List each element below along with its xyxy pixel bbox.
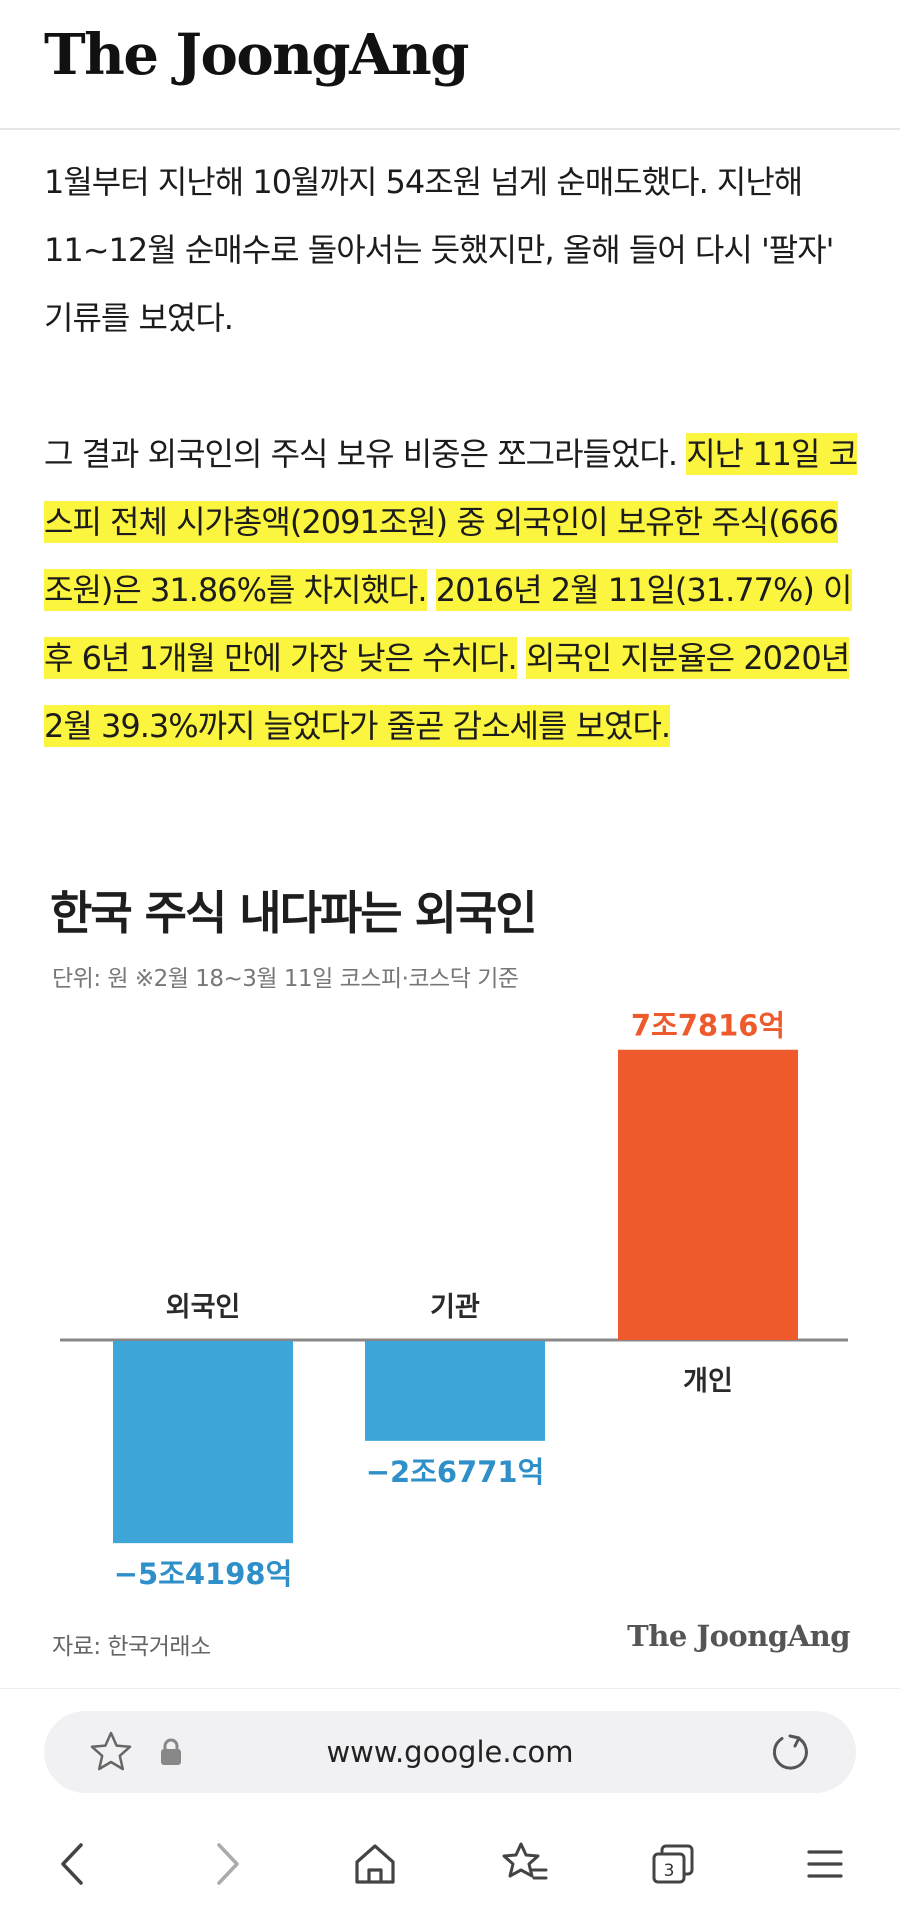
article-paragraph-1: 1월부터 지난해 10월까지 54조원 넘게 순매도했다. 지난해 11~12월… [44, 163, 834, 337]
chart-graphic: 한국 주식 내다파는 외국인 단위: 원 ※2월 18~3월 11일 코스피·코… [0, 855, 900, 1660]
forward-button[interactable] [182, 1819, 272, 1909]
article-body: 1월부터 지난해 10월까지 54조원 넘게 순매도했다. 지난해 11~12월… [44, 148, 864, 760]
chart-bar-0 [113, 1341, 293, 1544]
chart-title: 한국 주식 내다파는 외국인 [50, 886, 538, 940]
paragraph-text: 그 결과 외국인의 주식 보유 비중은 쪼그라들었다. [44, 435, 687, 473]
chart-credit: The JoongAng [627, 1619, 850, 1653]
tab-count: 3 [664, 1861, 675, 1881]
back-button[interactable] [28, 1819, 118, 1909]
home-button[interactable] [330, 1819, 420, 1909]
chart-category-label-1: 기관 [430, 1292, 480, 1323]
chart-value-label-2: 7조7816억 [631, 1009, 785, 1043]
chart-category-label-2: 개인 [683, 1366, 733, 1397]
bookmarks-button[interactable] [480, 1819, 570, 1909]
article-paragraph-2: 그 결과 외국인의 주식 보유 비중은 쪼그라들었다. 지난 11일 코스피 전… [44, 420, 864, 760]
site-logo[interactable]: The JoongAng [44, 22, 469, 88]
chart-subtitle: 단위: 원 ※2월 18~3월 11일 코스피·코스닥 기준 [52, 966, 519, 992]
chart-bar-1 [365, 1341, 545, 1441]
chart-bar-2 [618, 1049, 798, 1340]
site-header: The JoongAng [0, 0, 900, 130]
paragraph-gap [44, 352, 864, 420]
reload-icon[interactable] [768, 1729, 814, 1775]
chart-source: 자료: 한국거래소 [52, 1634, 211, 1660]
chart-category-label-0: 외국인 [166, 1292, 241, 1323]
address-bar[interactable]: www.google.com [44, 1711, 856, 1793]
chart-value-label-0: −5조4198억 [114, 1557, 293, 1591]
home-icon [355, 1844, 395, 1884]
bookmarks-icon [502, 1842, 548, 1880]
forward-arrow-icon [217, 1843, 239, 1885]
tabs-button[interactable]: 3 [628, 1819, 718, 1909]
menu-button[interactable] [780, 1819, 870, 1909]
back-arrow-icon [61, 1843, 83, 1885]
star-icon[interactable] [88, 1729, 134, 1775]
menu-icon [807, 1850, 843, 1878]
chart-value-label-1: −2조6771억 [366, 1455, 545, 1489]
browser-chrome: www.google.com [0, 1688, 900, 1917]
url-text[interactable]: www.google.com [326, 1735, 574, 1769]
lock-icon [161, 1738, 181, 1765]
tabs-icon: 3 [652, 1844, 694, 1884]
bottom-navigation: 3 [0, 1819, 900, 1909]
